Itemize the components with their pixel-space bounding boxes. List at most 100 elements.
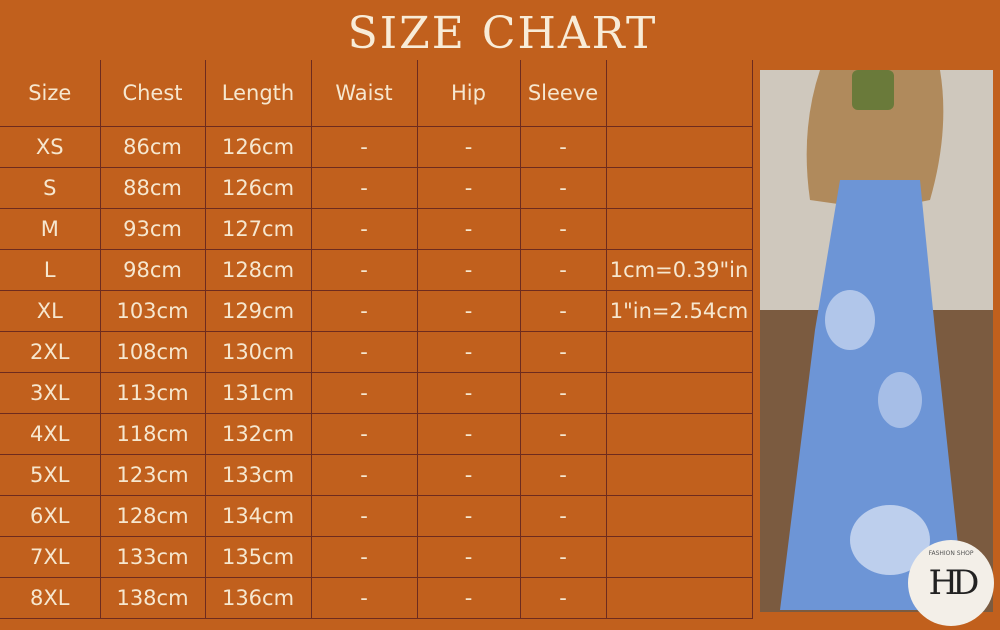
table-cell: -	[416, 536, 521, 578]
table-row: 2XL 108cm 130cm - - -	[0, 331, 753, 373]
table-cell: -	[416, 577, 521, 619]
table-cell: 108cm	[99, 331, 206, 373]
table-cell	[605, 167, 753, 209]
table-cell	[605, 208, 753, 250]
table-cell: -	[310, 454, 418, 496]
table-cell	[605, 577, 753, 619]
table-cell: S	[0, 167, 101, 209]
table-cell: XS	[0, 126, 101, 168]
table-cell: 5XL	[0, 454, 101, 496]
table-cell: -	[310, 372, 418, 414]
table-cell	[605, 495, 753, 537]
table-cell: 129cm	[204, 290, 312, 332]
header-row: Size Chest Length Waist Hip Sleeve	[0, 60, 753, 127]
table-cell: -	[416, 208, 521, 250]
table-row: 4XL 118cm 132cm - - -	[0, 413, 753, 455]
table-cell: 1"in=2.54cm	[605, 290, 753, 332]
table-cell: 132cm	[204, 413, 312, 455]
table-cell: -	[310, 208, 418, 250]
header-cell: Length	[204, 60, 312, 127]
table-cell: -	[519, 290, 607, 332]
table-cell: 128cm	[99, 495, 206, 537]
table-cell: 126cm	[204, 167, 312, 209]
header-cell: Chest	[99, 60, 206, 127]
header-cell: Waist	[310, 60, 418, 127]
table-cell: 135cm	[204, 536, 312, 578]
table-row: XS 86cm 126cm - - -	[0, 126, 753, 168]
table-row: 3XL 113cm 131cm - - -	[0, 372, 753, 414]
table-cell	[605, 536, 753, 578]
dress-illustration	[760, 70, 993, 612]
table-cell: 98cm	[99, 249, 206, 291]
table-cell: 136cm	[204, 577, 312, 619]
table-cell: -	[519, 249, 607, 291]
size-chart-title: SIZE CHART	[347, 8, 658, 59]
table-row: S 88cm 126cm - - -	[0, 167, 753, 209]
table-cell: 7XL	[0, 536, 101, 578]
table-cell: 126cm	[204, 126, 312, 168]
table-cell: -	[519, 126, 607, 168]
table-cell	[605, 331, 753, 373]
table-cell	[605, 126, 753, 168]
header-cell: Sleeve	[519, 60, 607, 127]
table-row: 7XL 133cm 135cm - - -	[0, 536, 753, 578]
table-cell: 86cm	[99, 126, 206, 168]
table-cell	[605, 454, 753, 496]
table-cell: -	[519, 413, 607, 455]
table-cell: -	[310, 290, 418, 332]
table-cell: 133cm	[99, 536, 206, 578]
size-table: Size Chest Length Waist Hip Sleeve XS 86cm 126cm…	[0, 60, 753, 619]
table-cell: -	[310, 331, 418, 373]
table-row: XL 103cm 129cm - - -1"in=2.54cm	[0, 290, 753, 332]
product-photo	[760, 70, 993, 612]
table-cell: -	[310, 167, 418, 209]
table-cell: -	[519, 331, 607, 373]
table-cell: 127cm	[204, 208, 312, 250]
table-cell: 1cm=0.39"in	[605, 249, 753, 291]
table-cell: -	[519, 495, 607, 537]
table-row: 8XL 138cm 136cm - - -	[0, 577, 753, 619]
table-row: 5XL 123cm 133cm - - -	[0, 454, 753, 496]
table-cell: 131cm	[204, 372, 312, 414]
table-cell: -	[310, 249, 418, 291]
table-cell: 6XL	[0, 495, 101, 537]
header-cell: Size	[0, 60, 101, 127]
table-cell: 8XL	[0, 577, 101, 619]
table-cell: -	[519, 167, 607, 209]
table-cell: -	[416, 290, 521, 332]
table-cell: 133cm	[204, 454, 312, 496]
table-cell: 113cm	[99, 372, 206, 414]
logo-letters: HD	[928, 563, 980, 603]
table-cell: -	[416, 495, 521, 537]
table-cell: 93cm	[99, 208, 206, 250]
header-cell: Hip	[416, 60, 521, 127]
table-row: M 93cm 127cm - - -	[0, 208, 753, 250]
table-cell: -	[519, 454, 607, 496]
table-cell: -	[310, 577, 418, 619]
table-cell: 134cm	[204, 495, 312, 537]
table-cell: 123cm	[99, 454, 206, 496]
table-cell: -	[416, 372, 521, 414]
header-cell	[605, 60, 753, 127]
table-cell: -	[519, 208, 607, 250]
table-cell: -	[519, 372, 607, 414]
table-cell: 130cm	[204, 331, 312, 373]
table-cell: -	[416, 167, 521, 209]
table-cell: -	[416, 454, 521, 496]
table-cell: 3XL	[0, 372, 101, 414]
table-row: 6XL 128cm 134cm - - -	[0, 495, 753, 537]
table-cell: XL	[0, 290, 101, 332]
table-cell: 138cm	[99, 577, 206, 619]
table-cell: -	[310, 413, 418, 455]
table-cell: 118cm	[99, 413, 206, 455]
table-cell: 2XL	[0, 331, 101, 373]
table-cell: -	[310, 126, 418, 168]
logo-tagline: FASHION SHOP	[928, 550, 974, 557]
table-cell: -	[519, 577, 607, 619]
table-cell: L	[0, 249, 101, 291]
table-cell: -	[310, 495, 418, 537]
table-cell: M	[0, 208, 101, 250]
table-row: L 98cm 128cm - - -1cm=0.39"in	[0, 249, 753, 291]
table-cell: -	[416, 249, 521, 291]
table-cell	[605, 413, 753, 455]
